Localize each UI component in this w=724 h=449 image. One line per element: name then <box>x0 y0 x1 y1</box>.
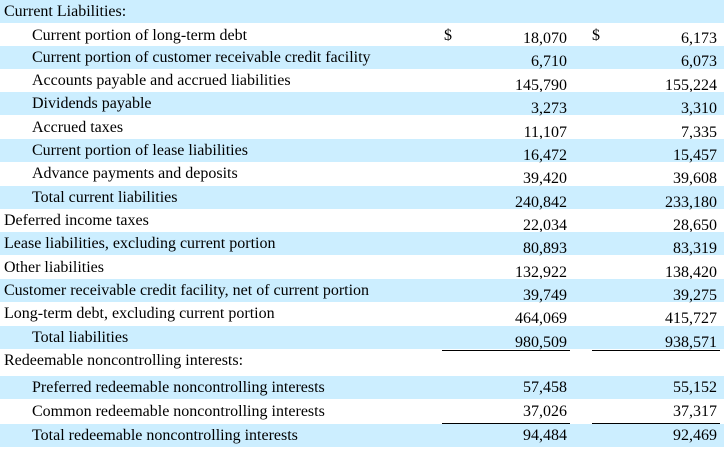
table-row: Long-term debt, excluding current portio… <box>0 302 724 327</box>
value-col1: 145,790 <box>515 77 567 94</box>
value-col1: 464,069 <box>515 310 567 327</box>
value-col2: 938,571 <box>665 334 717 351</box>
value-col1: 3,273 <box>531 100 567 117</box>
value-col1: 11,107 <box>523 124 567 141</box>
table-row: Current portion of lease liabilities 16,… <box>0 139 724 164</box>
value-col2: 37,317 <box>673 403 717 420</box>
row-label: Current portion of lease liabilities <box>32 142 248 159</box>
value-col1: 39,420 <box>523 170 567 187</box>
row-label: Preferred redeemable noncontrolling inte… <box>32 379 325 396</box>
value-col2: 6,073 <box>681 53 717 70</box>
table-row: Advance payments and deposits 39,420 39,… <box>0 162 724 187</box>
value-col2: 28,650 <box>673 217 717 234</box>
value-col1: 240,842 <box>515 194 567 211</box>
value-col2: 15,457 <box>673 147 717 164</box>
section-header-redeemable: Redeemable noncontrolling interests: <box>0 349 724 372</box>
row-label: Long-term debt, excluding current portio… <box>4 305 275 322</box>
table-row: Current portion of long-term debt $ 18,0… <box>0 24 724 47</box>
section-header-current-liabilities: Current Liabilities: <box>0 0 724 23</box>
row-label: Accounts payable and accrued liabilities <box>32 72 291 89</box>
value-col2: 55,152 <box>673 379 717 396</box>
table-row: Dividends payable 3,273 3,310 <box>0 92 724 117</box>
value-col2: 415,727 <box>665 310 717 327</box>
table-row: Accrued taxes 11,107 7,335 <box>0 116 724 141</box>
value-col1: 22,034 <box>523 217 567 234</box>
row-label: Deferred income taxes <box>4 212 149 229</box>
table-row: Current portion of customer receivable c… <box>0 46 724 70</box>
value-col1: 980,509 <box>515 334 567 351</box>
section-title: Current Liabilities: <box>4 3 127 20</box>
row-label: Lease liabilities, excluding current por… <box>4 235 276 252</box>
value-col2: 39,608 <box>673 170 717 187</box>
row-label: Accrued taxes <box>32 119 124 136</box>
value-col2: 3,310 <box>681 100 717 117</box>
row-label: Customer receivable credit facility, net… <box>4 282 370 299</box>
table-row-total: Total redeemable noncontrolling interest… <box>0 424 724 447</box>
total-underline <box>442 350 570 351</box>
value-col2: 92,469 <box>673 427 717 444</box>
value-col2: 83,319 <box>673 240 717 257</box>
value-col2: 39,275 <box>673 287 717 304</box>
currency-symbol: $ <box>592 27 600 44</box>
table-row: Other liabilities 132,922 138,420 <box>0 256 724 281</box>
currency-symbol: $ <box>444 27 452 44</box>
subtotal-rule <box>442 423 570 424</box>
row-label: Total current liabilities <box>32 189 178 206</box>
row-label: Current portion of long-term debt <box>32 27 248 44</box>
table-row: Customer receivable credit facility, net… <box>0 279 724 304</box>
table-row: Accounts payable and accrued liabilities… <box>0 69 724 94</box>
value-col1: 57,458 <box>523 379 567 396</box>
value-col1: 6,710 <box>531 53 567 70</box>
value-col1: 132,922 <box>515 264 567 281</box>
value-col1: 37,026 <box>523 403 567 420</box>
value-col1: 16,472 <box>523 147 567 164</box>
row-label: Dividends payable <box>32 95 152 112</box>
table-row-total: Total liabilities 980,509 938,571 <box>0 326 724 351</box>
table-row: Common redeemable noncontrolling interes… <box>0 400 724 423</box>
value-col1: 39,749 <box>523 287 567 304</box>
value-col2: 6,173 <box>681 30 717 47</box>
value-col2: 138,420 <box>665 264 717 281</box>
row-label: Common redeemable noncontrolling interes… <box>32 403 325 420</box>
table-row: Lease liabilities, excluding current por… <box>0 232 724 257</box>
section-title: Redeemable noncontrolling interests: <box>4 352 244 369</box>
value-col2: 7,335 <box>681 124 717 141</box>
row-label: Total redeemable noncontrolling interest… <box>32 427 298 444</box>
value-col2: 155,224 <box>665 77 717 94</box>
subtotal-rule <box>592 423 720 424</box>
value-col2: 233,180 <box>665 194 717 211</box>
table-row: Deferred income taxes 22,034 28,650 <box>0 209 724 234</box>
row-label: Advance payments and deposits <box>32 165 238 182</box>
row-label: Other liabilities <box>4 259 104 276</box>
total-underline <box>592 350 720 351</box>
value-col1: 80,893 <box>523 240 567 257</box>
table-row: Preferred redeemable noncontrolling inte… <box>0 376 724 399</box>
row-label: Current portion of customer receivable c… <box>32 49 371 66</box>
value-col1: 94,484 <box>523 427 567 444</box>
row-label: Total liabilities <box>32 329 129 346</box>
table-row-total: Total current liabilities 240,842 233,18… <box>0 186 724 211</box>
value-col1: 18,070 <box>523 30 567 47</box>
